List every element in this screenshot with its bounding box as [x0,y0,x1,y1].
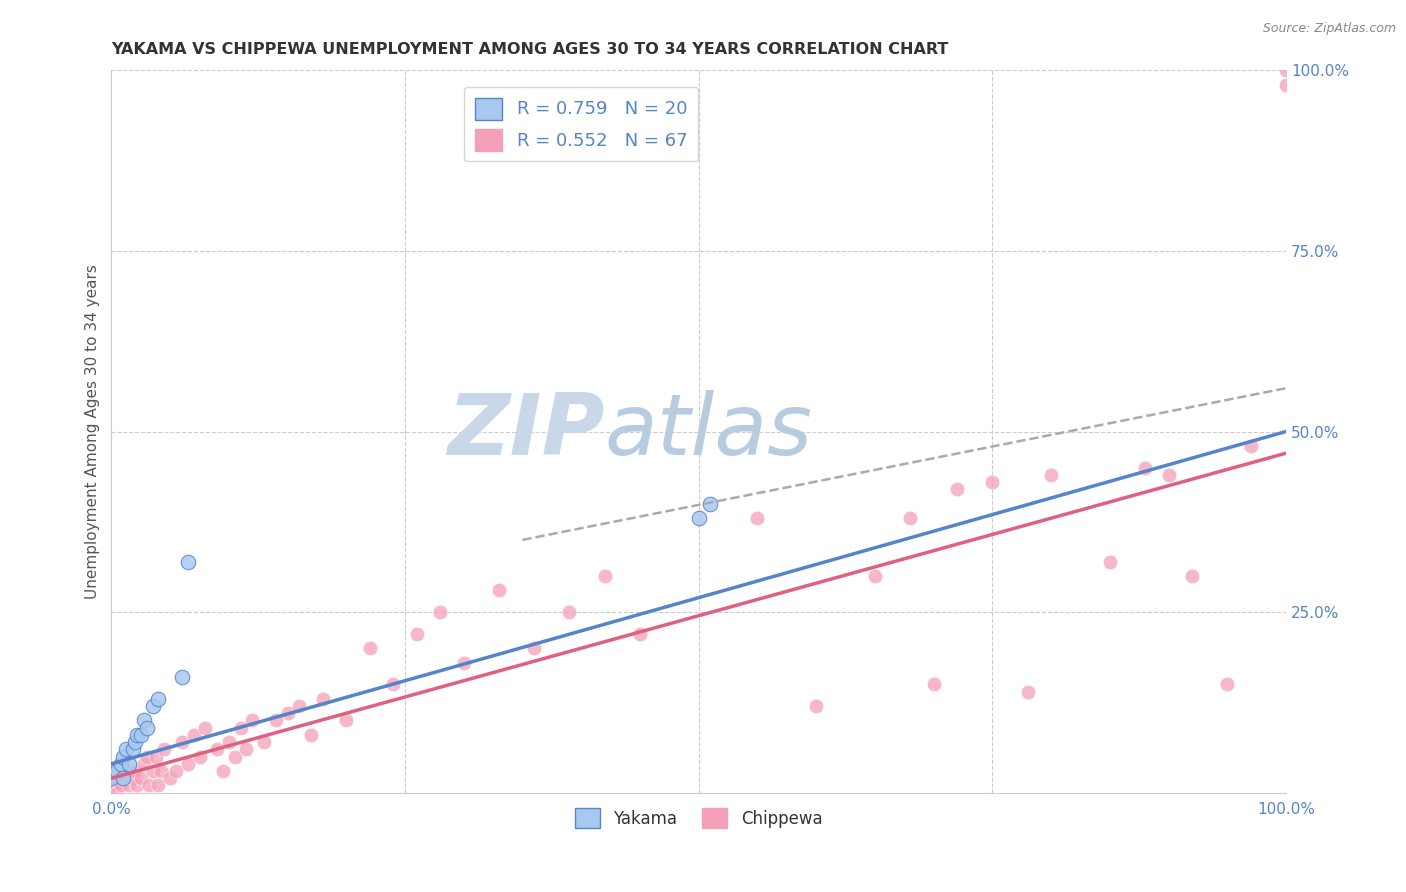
Point [110,756,132,771]
Point [105,764,128,778]
Point [218,735,240,749]
Point [134,714,156,728]
Point [112,749,135,764]
Point [148,691,170,706]
Point [127,728,149,742]
Point [149,764,172,778]
Point [946,483,969,497]
Point [112,771,135,785]
Point [1275,63,1298,78]
Text: atlas: atlas [605,390,813,473]
Point [148,779,170,793]
Point [177,555,200,569]
Legend: Yakama, Chippewa: Yakama, Chippewa [568,801,830,835]
Point [229,721,252,735]
Point [1133,460,1156,475]
Point [688,511,710,525]
Point [177,756,200,771]
Point [235,742,257,756]
Point [1181,569,1204,583]
Point [382,677,405,691]
Point [100,771,122,785]
Point [898,511,921,525]
Point [121,742,143,756]
Point [134,756,156,771]
Point [277,706,299,721]
Point [593,569,616,583]
Point [288,698,311,713]
Point [747,511,769,525]
Point [335,714,357,728]
Point [264,714,287,728]
Point [129,728,152,742]
Point [1216,677,1239,691]
Point [1017,684,1039,698]
Point [100,779,122,793]
Point [105,786,128,800]
Point [121,771,143,785]
Point [129,771,152,785]
Point [405,626,427,640]
Point [488,583,510,598]
Point [1275,78,1298,92]
Point [1040,467,1063,482]
Point [863,569,886,583]
Text: ZIP: ZIP [447,390,605,473]
Point [165,764,187,778]
Point [1240,439,1263,453]
Point [628,626,651,640]
Point [170,670,193,684]
Point [170,735,193,749]
Point [299,728,322,742]
Point [124,764,146,778]
Point [224,749,246,764]
Y-axis label: Unemployment Among Ages 30 to 34 years: Unemployment Among Ages 30 to 34 years [86,264,100,599]
Point [1157,467,1180,482]
Point [981,475,1004,489]
Point [127,779,149,793]
Point [141,698,163,713]
Point [699,497,721,511]
Point [124,735,146,749]
Point [312,691,335,706]
Text: Source: ZipAtlas.com: Source: ZipAtlas.com [1263,22,1396,36]
Point [114,764,136,778]
Point [110,779,132,793]
Point [240,714,263,728]
Point [212,764,235,778]
Point [153,742,176,756]
Point [114,742,136,756]
Point [253,735,276,749]
Point [112,771,135,785]
Point [138,779,160,793]
Point [804,698,827,713]
Point [188,749,211,764]
Point [1098,555,1121,569]
Point [159,771,181,785]
Point [145,749,167,764]
Point [429,605,451,619]
Point [135,721,157,735]
Point [194,721,217,735]
Point [922,677,945,691]
Point [135,749,157,764]
Point [205,742,228,756]
Point [359,641,381,656]
Point [558,605,581,619]
Point [100,764,122,778]
Point [118,779,141,793]
Point [118,756,141,771]
Point [183,728,205,742]
Text: YAKAMA VS CHIPPEWA UNEMPLOYMENT AMONG AGES 30 TO 34 YEARS CORRELATION CHART: YAKAMA VS CHIPPEWA UNEMPLOYMENT AMONG AG… [111,42,949,57]
Point [141,764,163,778]
Point [453,656,475,670]
Point [100,771,122,785]
Point [523,641,546,656]
